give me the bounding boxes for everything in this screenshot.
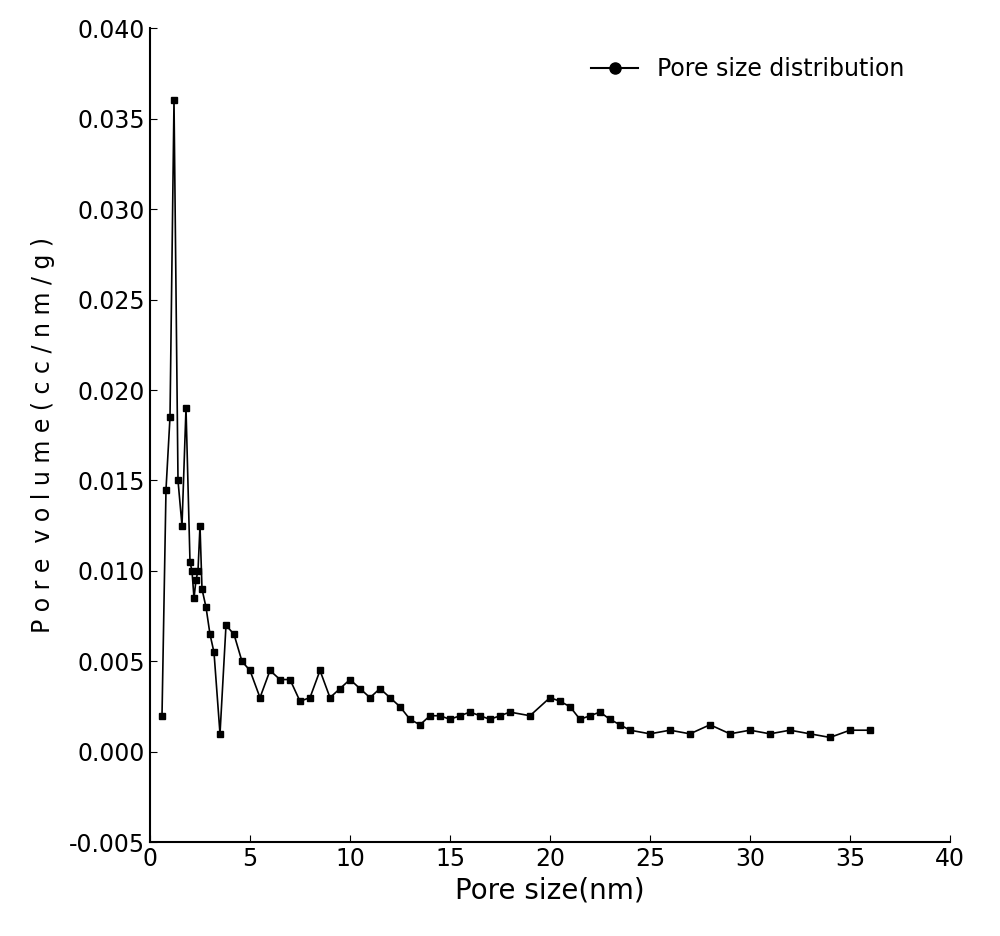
Legend: Pore size distribution: Pore size distribution xyxy=(582,48,914,91)
Y-axis label: P o r e  v o l u m e ( c c / n m / g ): P o r e v o l u m e ( c c / n m / g ) xyxy=(31,237,55,634)
X-axis label: Pore size(nm): Pore size(nm) xyxy=(455,877,645,905)
